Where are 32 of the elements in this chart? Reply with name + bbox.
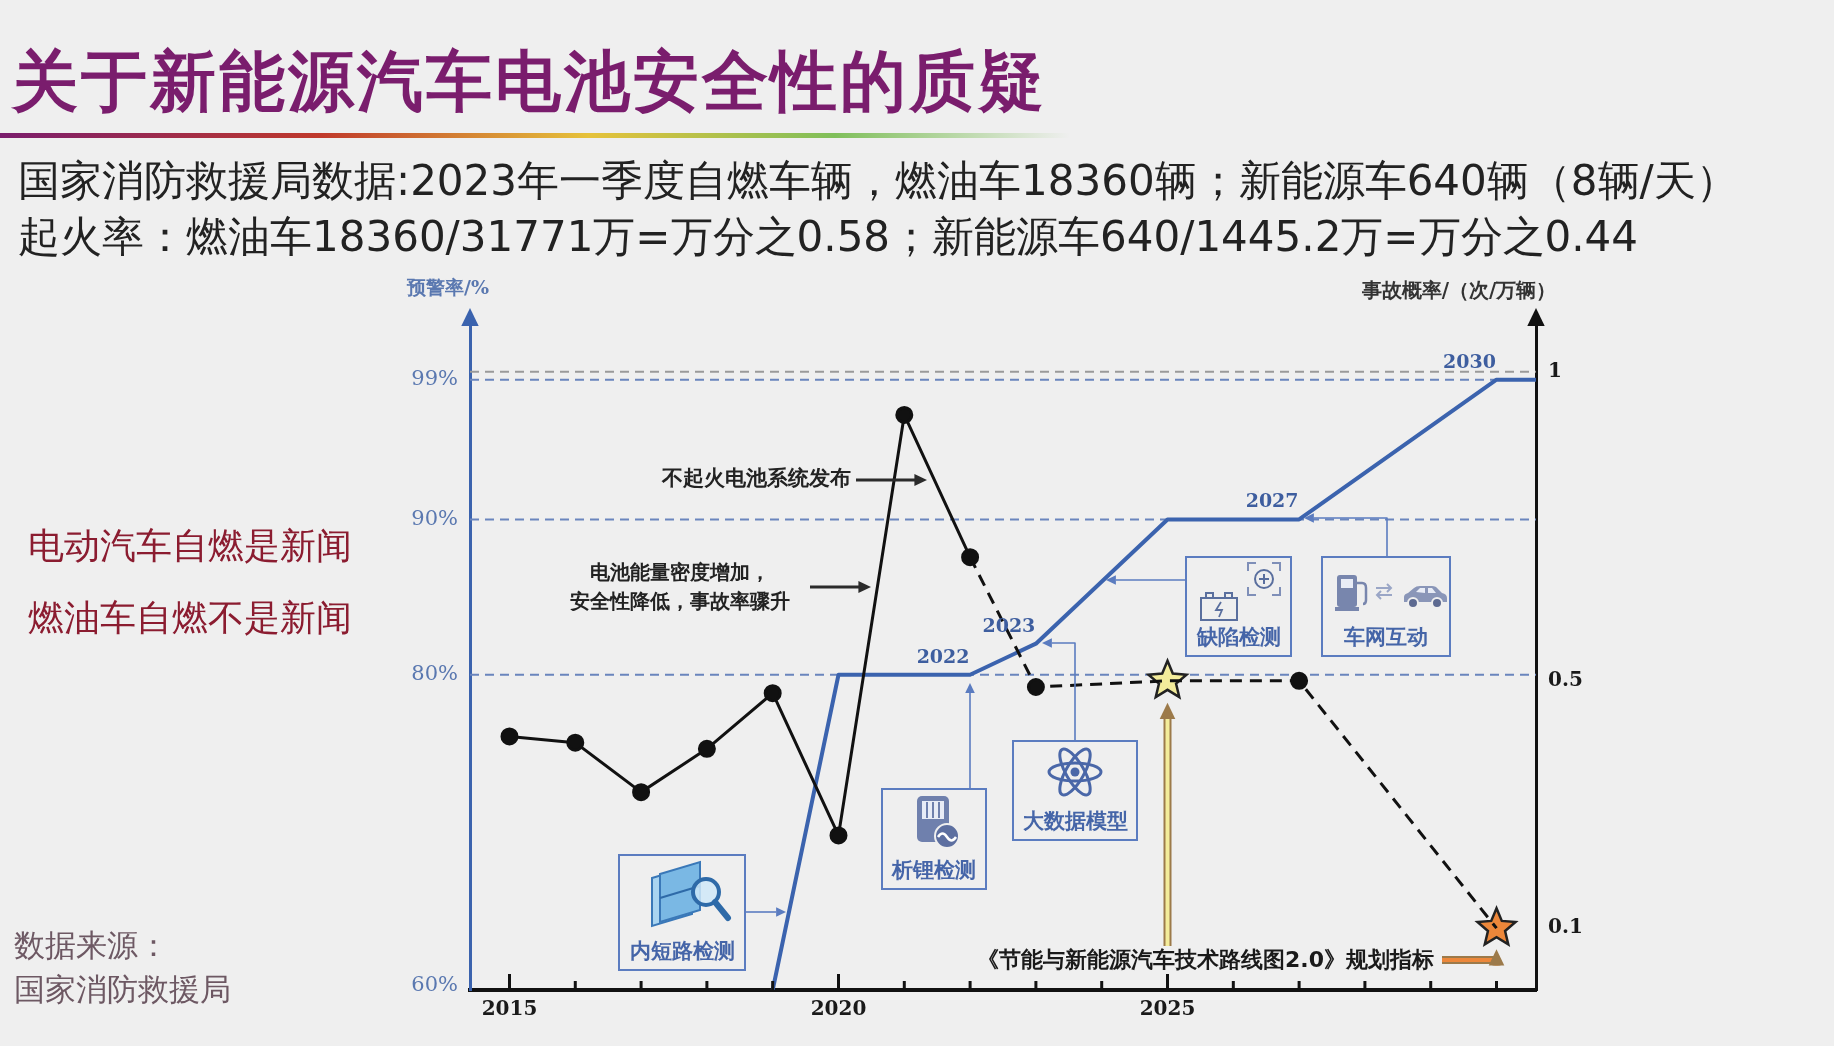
x-tick-label: 2015	[481, 996, 538, 1021]
y2-tick-label: 1	[1548, 357, 1562, 382]
annotation: 2030	[1443, 349, 1496, 372]
annotation: 析锂检测	[892, 857, 976, 884]
chart-subtitle: 国家消防救援局数据:2023年一季度自燃车辆，燃油车18360辆；新能源车640辆（8辆/天）	[18, 155, 1738, 207]
annotation: 2027	[1245, 489, 1299, 512]
y2-tick-label: 0.1	[1548, 914, 1583, 939]
y-tick-label: 90%	[411, 505, 458, 530]
text: 燃油车自燃不是新闻	[28, 595, 352, 640]
text: 国家消防救援局	[14, 970, 231, 1009]
x-tick-label: 2020	[810, 996, 867, 1021]
annotation: 安全性降低，事故率骤升	[570, 587, 790, 615]
text: 起火率：燃油车18360/31771万=万分之0.58；新能源车640/1445.2万=万分之0.44	[18, 211, 1639, 263]
annotation: 不起火电池系统发布	[662, 465, 851, 492]
annotation: 车网互动	[1344, 624, 1428, 651]
y-tick-label: 99%	[411, 366, 458, 391]
annotation: 大数据模型	[1022, 808, 1128, 835]
y-tick-label: 60%	[411, 971, 458, 996]
source-note: 数据来源：	[14, 926, 169, 965]
y2-axis-title: 事故概率/（次/万辆）	[1361, 276, 1557, 304]
annotation: 电池能量密度增加，	[590, 558, 770, 586]
x-tick-label: 2025	[1139, 996, 1196, 1021]
annotation: 内短路检测	[629, 938, 735, 965]
text: 电动汽车自燃是新闻	[28, 523, 352, 568]
y2-tick-label: 0.5	[1548, 667, 1583, 692]
annotation: 缺陷检测	[1196, 624, 1281, 651]
annotation: 2023	[982, 613, 1036, 636]
annotation: 《节能与新能源汽车技术路线图2.0》规划指标	[977, 946, 1434, 974]
y-tick-label: 80%	[411, 661, 458, 686]
y-axis-title: 预警率/%	[407, 275, 489, 300]
annotation: 2022	[916, 644, 970, 667]
chart-title: 关于新能源汽车电池安全性的质疑	[12, 42, 1047, 122]
